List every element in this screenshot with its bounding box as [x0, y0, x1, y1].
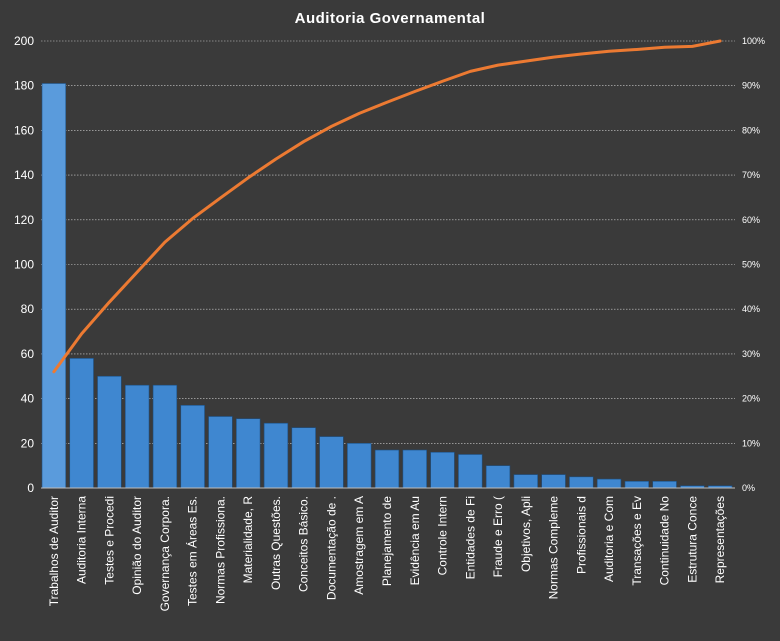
y2-tick-label: 60% [742, 215, 760, 225]
x-tick-label: Testes e Procedi [102, 496, 116, 585]
bar [69, 358, 94, 489]
bar [485, 465, 511, 489]
y-tick-label: 0 [27, 481, 34, 495]
x-tick-label: Materialidade, R [241, 496, 255, 584]
x-axis: Trabalhos de Auditor Auditoria Interna Tes… [41, 487, 735, 611]
x-tick-label: Testes em Áreas Es. [185, 496, 200, 606]
x-tick-label: Trabalhos de Auditor [47, 496, 61, 606]
y2-tick-label: 10% [742, 438, 760, 448]
bar [430, 451, 455, 489]
bar [41, 83, 67, 489]
bar [291, 427, 316, 489]
y-tick-label: 160 [14, 123, 34, 137]
y2-tick-label: 0% [742, 483, 755, 493]
y-tick-label: 60 [21, 347, 35, 361]
x-tick-label: Outras Questões. [269, 496, 283, 590]
y-tick-label: 40 [21, 392, 35, 406]
chart-title: Auditoria Governamental [295, 10, 486, 27]
bar [236, 418, 261, 489]
bar [263, 422, 289, 489]
x-tick-label: Controle Intern [436, 496, 450, 575]
y2-tick-label: 50% [742, 260, 760, 270]
y-tick-label: 140 [14, 168, 34, 182]
y-axis-left: 0 20 40 60 80 100 120 140 160 180 200 [14, 34, 34, 495]
x-tick-label: Normas Compleme [547, 496, 561, 600]
bar [458, 454, 483, 489]
bar [180, 405, 205, 489]
bar [569, 476, 594, 489]
line-layer [52, 39, 722, 374]
y-tick-label: 100 [14, 258, 34, 272]
y2-tick-label: 40% [742, 304, 760, 314]
x-tick-label: Objetivos, Apli [519, 496, 533, 572]
x-tick-label: Estrutura Conce [685, 496, 699, 583]
y2-tick-label: 80% [742, 125, 760, 135]
x-tick-label: Entidades de Fi [463, 496, 477, 579]
x-tick-label: Planejamento de [380, 496, 394, 586]
x-tick-label: Fraude e Erro ( [491, 496, 505, 577]
bar [319, 436, 344, 489]
x-tick-label: Opinião do Auditor [130, 496, 144, 595]
y-tick-label: 80 [21, 302, 35, 316]
bar [347, 442, 372, 489]
bar [97, 375, 122, 489]
y2-tick-label: 90% [742, 81, 760, 91]
x-tick-label: Normas Profissiona. [213, 496, 227, 604]
y2-tick-label: 70% [742, 170, 760, 180]
y-tick-label: 180 [14, 79, 34, 93]
bar [124, 384, 150, 489]
bar-layer [41, 83, 733, 489]
x-tick-label: Evidência em Au [408, 496, 422, 585]
x-tick-label: Amostragem em A [352, 496, 366, 595]
y-axis-right: 0% 10% 20% 30% 40% 50% 60% 70% 80% 90% 100% [742, 36, 765, 493]
y-tick-label: 120 [14, 213, 34, 227]
y2-tick-label: 30% [742, 349, 760, 359]
bar [624, 480, 650, 489]
bar [402, 449, 427, 489]
bar [374, 449, 400, 489]
cumulative-line [52, 39, 722, 374]
x-tick-label: Continuidade No [658, 496, 672, 586]
bar [596, 478, 622, 489]
bar [152, 384, 178, 489]
x-tick-label: Auditoria e Com [602, 496, 616, 582]
x-tick-label: Auditoria Interna [75, 496, 89, 584]
bar [208, 416, 233, 489]
y-tick-label: 200 [14, 34, 34, 48]
bar [652, 480, 677, 489]
bar [541, 474, 566, 489]
bar [513, 474, 538, 489]
y2-tick-label: 20% [742, 394, 760, 404]
x-tick-label: Conceitos Básico. [297, 496, 311, 592]
x-tick-label: Profissionais d [574, 496, 588, 574]
x-tick-label: Representações [713, 496, 727, 583]
y2-tick-label: 100% [742, 36, 765, 46]
x-tick-label: Transações e Ev [630, 496, 644, 586]
y-tick-label: 20 [21, 436, 35, 450]
x-tick-label: Governança Corpora. [158, 496, 172, 611]
x-tick-label: Documentação de . [324, 496, 338, 600]
